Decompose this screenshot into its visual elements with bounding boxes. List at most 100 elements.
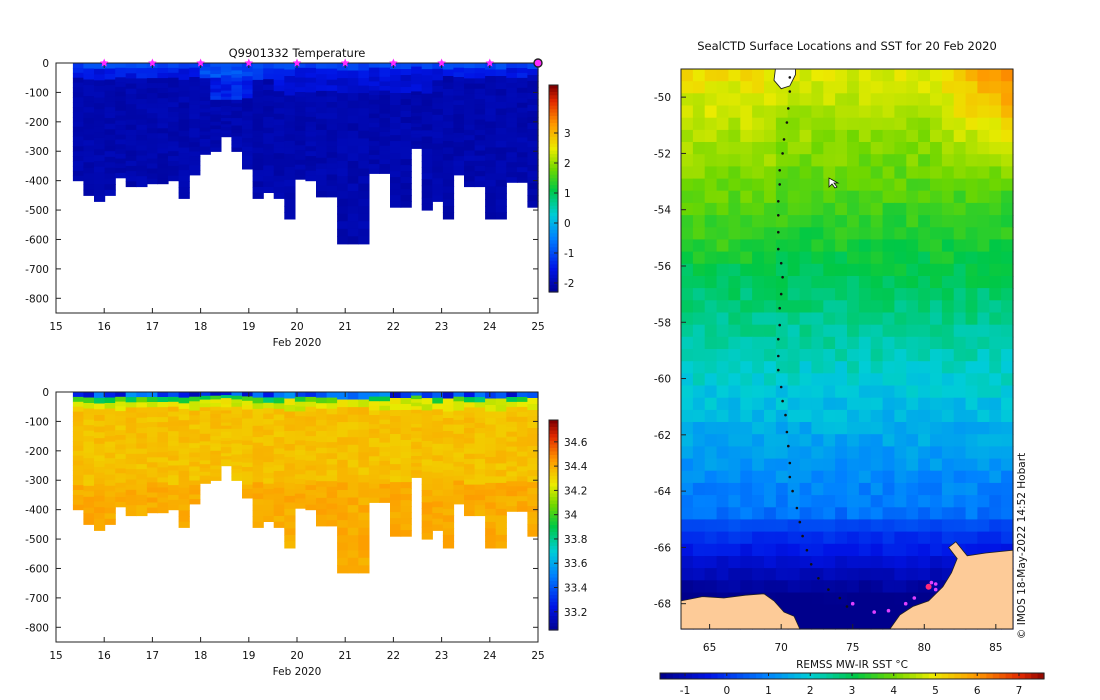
colorbar-segment	[549, 476, 558, 481]
sst-cell	[1001, 239, 1014, 253]
sst-cell	[704, 215, 718, 228]
sst-cell	[811, 361, 824, 374]
section-cell	[72, 121, 85, 128]
sst-cell	[775, 166, 789, 180]
sst-cell	[977, 154, 990, 167]
section-cell	[485, 102, 497, 110]
section-cell	[442, 212, 455, 220]
section-cell	[400, 476, 412, 483]
sst-cell	[870, 81, 884, 94]
sst-cell	[740, 142, 753, 155]
map-colorbar-segment	[1037, 673, 1045, 679]
section-cell	[326, 408, 338, 415]
sst-cell	[941, 251, 955, 265]
sst-cell	[811, 117, 824, 131]
section-cell	[506, 117, 518, 124]
sst-cell	[1001, 81, 1014, 94]
sst-cell	[811, 129, 824, 143]
colorbar-segment	[549, 140, 558, 145]
section-cell	[358, 467, 370, 476]
section-cell	[316, 180, 328, 187]
sst-cell	[882, 422, 896, 435]
section-cell	[305, 392, 317, 398]
section-cell	[527, 81, 539, 88]
section-cell	[358, 161, 370, 170]
section-cell	[442, 199, 455, 207]
section-cell	[199, 66, 211, 72]
sst-cell	[1001, 531, 1014, 545]
section-cell	[474, 448, 486, 455]
section-cell	[136, 104, 148, 110]
sst-cell	[977, 117, 990, 131]
section-cell	[305, 499, 317, 506]
section-cell	[83, 419, 95, 426]
section-cell	[379, 460, 391, 467]
section-cell	[326, 102, 338, 109]
sst-cell	[941, 373, 955, 387]
profile-marker	[292, 58, 302, 67]
sst-cell	[858, 361, 872, 374]
sst-cell	[847, 580, 860, 594]
section-cell	[495, 541, 507, 549]
sst-cell	[977, 239, 990, 253]
section-cell	[83, 189, 95, 196]
section-cell	[347, 512, 359, 521]
section-cell	[442, 508, 455, 516]
sst-cell	[692, 361, 706, 374]
section-cell	[337, 206, 349, 215]
section-cell	[432, 495, 444, 503]
section-cell	[506, 87, 518, 94]
sst-cell	[740, 215, 753, 228]
sst-cell	[941, 361, 955, 374]
section-cell	[263, 100, 275, 107]
sst-cell	[799, 93, 813, 107]
sst-cell	[692, 385, 706, 399]
section-cell	[199, 464, 211, 469]
sst-cell	[870, 495, 884, 508]
section-cell	[379, 428, 391, 434]
section-cell	[189, 480, 201, 486]
section-cell	[189, 156, 201, 162]
sst-cell	[858, 166, 872, 180]
sst-cell	[752, 361, 765, 374]
section-cell	[305, 490, 317, 496]
section-cell	[316, 425, 328, 432]
section-cell	[495, 102, 507, 110]
section-cell	[474, 474, 486, 481]
section-cell	[474, 428, 486, 434]
section-cell	[252, 476, 264, 483]
section-cell	[252, 470, 264, 478]
sst-cell	[775, 397, 789, 411]
section-cell	[442, 437, 455, 445]
section-cell	[242, 89, 254, 95]
section-cell	[506, 392, 518, 398]
sst-cell	[989, 288, 1002, 301]
sst-cell	[811, 385, 824, 399]
section-cell	[495, 95, 507, 103]
section-cell	[178, 408, 190, 416]
sst-cell	[681, 288, 694, 301]
section-cell	[485, 179, 497, 187]
sst-cell	[977, 324, 990, 338]
section-cell	[442, 495, 455, 503]
map-colorbar-segment	[730, 673, 738, 679]
section-cell	[168, 97, 180, 103]
section-cell	[115, 125, 127, 131]
section-cell	[411, 420, 423, 425]
section-cell	[506, 63, 518, 69]
sst-cell	[752, 495, 765, 508]
section-cell	[453, 160, 465, 167]
section-cell	[453, 86, 465, 92]
section-cell	[94, 426, 106, 433]
sst-cell	[740, 105, 753, 119]
sst-cell	[941, 81, 955, 94]
sst-cell	[965, 531, 979, 545]
sst-cell	[681, 142, 694, 155]
section-cell	[72, 426, 85, 432]
section-cell	[72, 421, 85, 427]
map-colorbar-segment	[839, 673, 847, 679]
colorbar-segment	[549, 143, 558, 148]
section-cell	[189, 499, 201, 505]
sst-cell	[704, 81, 718, 94]
sst-cell	[752, 81, 765, 94]
